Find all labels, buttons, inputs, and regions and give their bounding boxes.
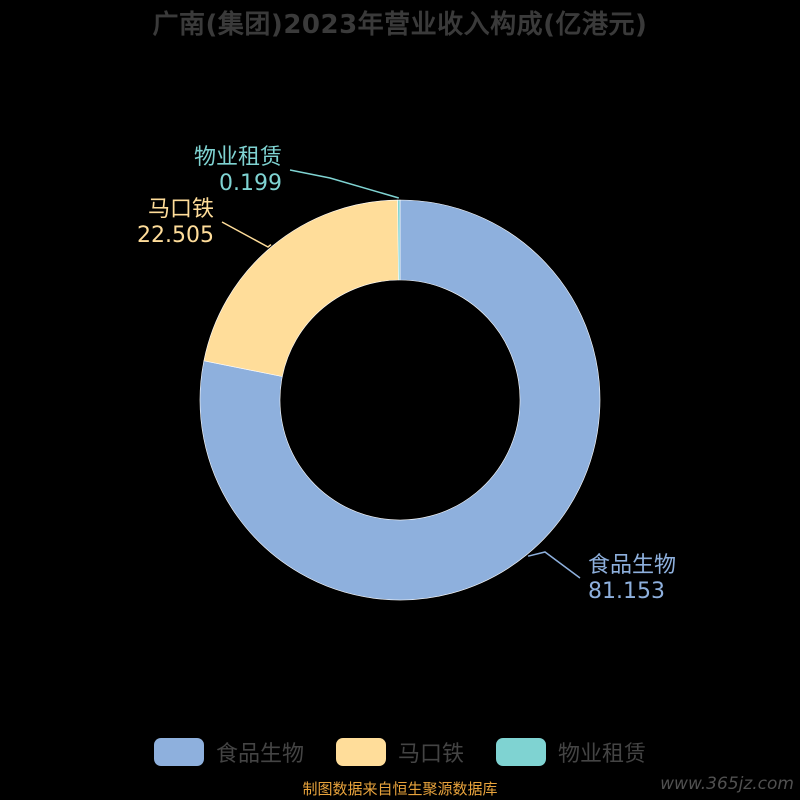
legend-item-tinplate[interactable]: 马口铁 [335,736,464,768]
slice-name-label: 食品生物 [588,553,676,578]
donut-slice[interactable] [199,199,601,601]
legend-label: 马口铁 [397,742,464,767]
legend-swatch [496,738,546,766]
watermark: www.365jz.com [660,774,794,794]
chart-title: 广南(集团)2023年营业收入构成(亿港元) [152,10,648,40]
legend-label: 物业租赁 [558,742,647,767]
donut-slice[interactable] [397,199,401,281]
slice-name-label: 马口铁 [148,197,214,222]
leader-line [289,169,399,199]
leader-line [527,551,581,579]
slice-value-label: 0.199 [219,171,282,196]
slice-value-label: 81.153 [588,579,665,604]
slice-name-label: 物业租赁 [194,145,282,170]
slices-group [199,199,601,601]
legend-item-property[interactable]: 物业租赁 [496,736,646,768]
legend-swatch [335,738,386,766]
legend: 食品生物 马口铁 物业租赁 [0,736,800,768]
legend-item-food[interactable]: 食品生物 [153,736,304,768]
donut-slice[interactable] [203,199,399,377]
leader-line [221,221,272,248]
slice-value-label: 22.505 [137,223,214,248]
source-note: 制图数据来自恒生聚源数据库 [302,780,498,798]
legend-swatch [153,738,204,766]
legend-label: 食品生物 [215,742,304,767]
leader-lines-group [221,169,581,579]
